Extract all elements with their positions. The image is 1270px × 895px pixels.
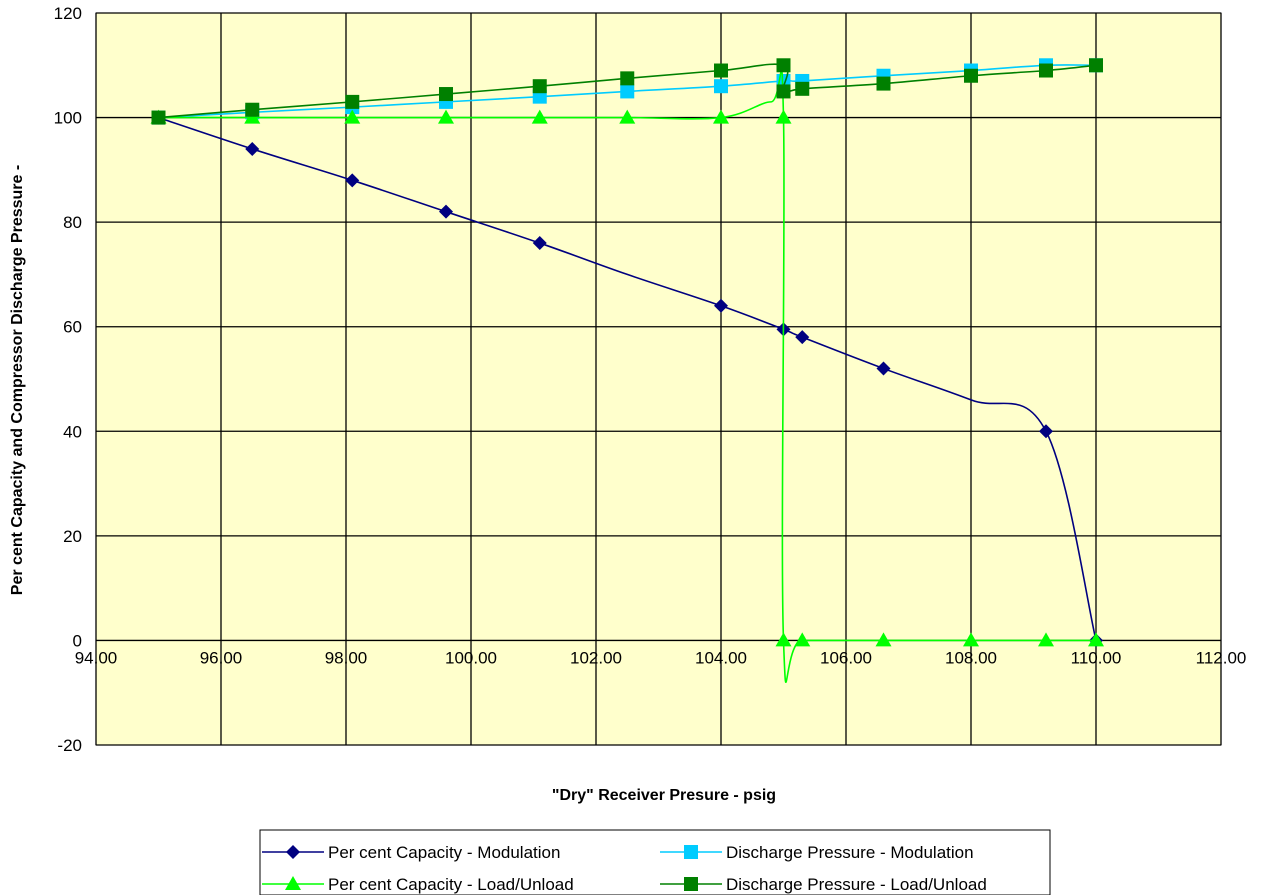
data-point-marker xyxy=(714,63,728,78)
data-point-marker xyxy=(345,173,360,188)
x-axis-title: "Dry" Receiver Presure - psig xyxy=(552,787,776,804)
legend-item: Discharge Pressure - Load/Unload xyxy=(660,875,987,894)
data-point-marker xyxy=(875,632,892,647)
y-tick-label: 120 xyxy=(54,4,82,23)
data-point-marker xyxy=(532,79,547,94)
x-tick-label: 96.00 xyxy=(200,648,243,667)
x-tick-label: 98.00 xyxy=(325,648,368,667)
data-point-marker xyxy=(1089,58,1103,73)
y-tick-label: 0 xyxy=(73,631,82,650)
legend-swatch-marker xyxy=(285,876,301,890)
data-point-marker xyxy=(795,81,810,96)
x-tick-label: 104.00 xyxy=(695,648,747,667)
data-point-marker xyxy=(245,141,260,156)
data-point-marker xyxy=(531,109,548,124)
data-point-marker xyxy=(794,632,811,647)
y-axis-title: Per cent Capacity and Compressor Dischar… xyxy=(9,165,26,595)
legend-label: Per cent Capacity - Load/Unload xyxy=(328,875,574,894)
data-point-marker xyxy=(1039,424,1053,439)
x-tick-label: 108.00 xyxy=(945,648,997,667)
data-point-marker xyxy=(532,236,547,251)
series-discharge-pressure-load-unload xyxy=(151,58,1103,125)
data-point-marker xyxy=(775,632,792,647)
data-point-marker xyxy=(245,102,260,117)
legend-label: Discharge Pressure - Modulation xyxy=(726,843,974,862)
y-tick-label: 40 xyxy=(63,422,82,441)
data-point-marker xyxy=(439,87,453,102)
x-tick-label: 102.00 xyxy=(570,648,622,667)
data-point-marker xyxy=(619,109,636,124)
plot-area xyxy=(95,12,1222,746)
x-tick-label: 94.00 xyxy=(75,648,118,667)
legend-item: Per cent Capacity - Load/Unload xyxy=(262,875,574,894)
data-point-marker xyxy=(776,58,791,73)
y-tick-label: 80 xyxy=(63,213,82,232)
legend-box xyxy=(259,829,1051,895)
legend-label: Discharge Pressure - Load/Unload xyxy=(726,875,987,894)
data-point-marker xyxy=(964,68,978,83)
data-point-marker xyxy=(345,94,360,109)
y-tick-label: -20 xyxy=(57,736,82,755)
y-tick-label: 20 xyxy=(63,527,82,546)
y-tick-label: 100 xyxy=(54,109,82,128)
series-layer xyxy=(150,58,1104,684)
y-tick-label: 60 xyxy=(63,318,82,337)
data-point-marker xyxy=(963,632,979,647)
data-point-marker xyxy=(344,109,361,124)
x-tick-label: 110.00 xyxy=(1071,648,1122,667)
data-point-marker xyxy=(714,79,728,94)
y-axis-ticks: -20 0 20 40 60 80 100 120 xyxy=(54,4,82,755)
data-point-marker xyxy=(775,109,792,124)
data-point-marker xyxy=(439,204,453,219)
series-line xyxy=(158,64,1097,119)
x-tick-label: 100.00 xyxy=(445,648,497,667)
series-per-cent-capacity-modulation xyxy=(151,110,1103,648)
data-point-marker xyxy=(714,298,728,313)
legend-swatch-marker xyxy=(286,845,300,859)
data-point-marker xyxy=(876,76,891,91)
x-axis-ticks: 94.00 96.00 98.00 100.00 102.00 104.00 106.00 1… xyxy=(75,648,1247,667)
data-point-marker xyxy=(713,109,729,124)
data-point-marker xyxy=(795,330,810,345)
x-tick-label: 112.00 xyxy=(1196,648,1247,667)
data-point-marker xyxy=(438,109,454,124)
legend-item: Per cent Capacity - Modulation xyxy=(262,843,560,862)
data-point-marker xyxy=(151,110,166,125)
legend-item: Discharge Pressure - Modulation xyxy=(660,843,974,862)
legend: Per cent Capacity - Modulation Discharge … xyxy=(259,829,1051,895)
x-tick-label: 106.00 xyxy=(820,648,872,667)
data-point-marker xyxy=(620,71,635,86)
legend-swatch-marker xyxy=(684,877,698,891)
data-point-marker xyxy=(1088,632,1104,647)
data-point-marker xyxy=(776,84,791,99)
legend-label: Per cent Capacity - Modulation xyxy=(328,843,560,862)
legend-swatch-marker xyxy=(684,845,698,859)
data-point-marker xyxy=(1038,632,1054,647)
data-point-marker xyxy=(876,361,891,376)
data-point-marker xyxy=(1039,63,1053,78)
data-point-marker xyxy=(620,84,635,99)
grid-lines xyxy=(95,12,1222,746)
